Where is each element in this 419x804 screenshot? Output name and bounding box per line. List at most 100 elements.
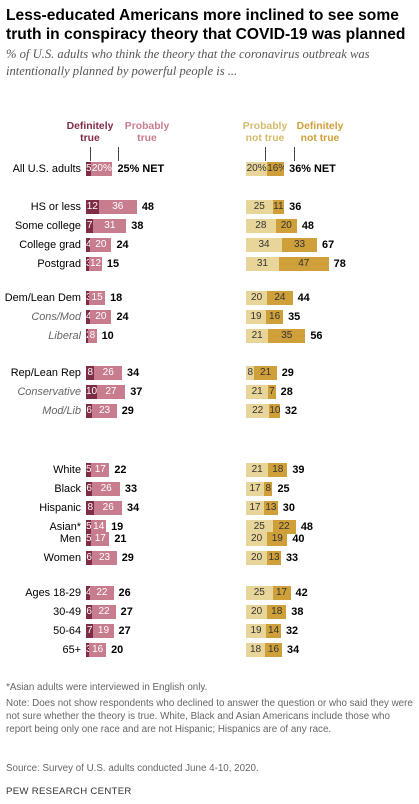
bar-probably-true: 19 — [93, 624, 114, 638]
bar-probably-not-true: 28 — [246, 219, 276, 233]
row-label: Conservative — [17, 386, 81, 398]
net-true-label: 24 — [116, 311, 129, 323]
bar-probably-not-true: 34 — [246, 238, 283, 252]
net-not-true-label: 30 — [282, 502, 295, 514]
bar-definitely-not-true: 7 — [268, 385, 276, 399]
net-not-true-label: 56 — [310, 330, 323, 342]
bar-probably-not-true: 18 — [246, 643, 266, 657]
bar-probably-not-true: 21 — [246, 385, 269, 399]
bar-probably-true: 20 — [90, 310, 112, 324]
bar-definitely-true: 6 — [86, 605, 93, 619]
bar-definitely-true: 4 — [86, 238, 91, 252]
bar-definitely-true: 7 — [86, 219, 94, 233]
footnote-source: Source: Survey of U.S. adults conducted … — [6, 763, 259, 774]
bar-definitely-not-true: 8 — [264, 482, 273, 496]
footnote-note: Note: Does not show respondents who decl… — [6, 698, 413, 735]
bar-definitely-true: 3 — [86, 643, 90, 657]
net-true-label: 29 — [121, 552, 134, 564]
bar-probably-true: 31 — [93, 219, 127, 233]
header-tick-definitely-not-true — [294, 147, 295, 161]
net-not-true-label: 25 — [277, 483, 290, 495]
bar-definitely-not-true: 17 — [272, 586, 291, 600]
net-not-true-label: 28 — [280, 386, 293, 398]
bar-probably-not-true: 19 — [246, 310, 267, 324]
bar-definitely-not-true: 33 — [282, 238, 317, 252]
net-not-true-label: 67 — [322, 239, 335, 251]
bar-definitely-not-true: 18 — [267, 605, 287, 619]
row-label: Mod/Lib — [42, 405, 81, 417]
net-not-true-label: 38 — [291, 606, 304, 618]
header-tick-probably-true — [118, 147, 119, 161]
net-true-label: 20 — [111, 644, 124, 656]
bar-probably-true: 16 — [89, 643, 107, 657]
bar-probably-true: 26 — [92, 482, 120, 496]
net-true-label: 34 — [127, 367, 140, 379]
net-not-true-label: 36% NET — [289, 163, 336, 175]
bar-probably-not-true: 8 — [246, 366, 255, 380]
header-tick-definitely-true — [90, 147, 91, 161]
bar-probably-not-true: 25 — [246, 586, 273, 600]
bar-definitely-true: 5% — [86, 162, 92, 176]
row-label: Dem/Lean Dem — [4, 292, 81, 304]
bar-definitely-not-true: 35 — [268, 329, 306, 343]
net-not-true-label: 35 — [288, 311, 301, 323]
bar-probably-true: 14 — [91, 520, 107, 534]
bar-definitely-true: 5 — [86, 463, 92, 477]
header-probably-not-true: Probably not true — [242, 121, 288, 144]
bar-probably-true: 20% — [91, 162, 113, 176]
bar-definitely-true: 6 — [86, 404, 93, 418]
bar-definitely-true: 2 — [86, 329, 89, 343]
row-label: 50-64 — [53, 625, 81, 637]
bar-definitely-not-true: 47 — [278, 257, 329, 271]
bar-probably-true: 15 — [89, 291, 106, 305]
net-not-true-label: 44 — [297, 292, 310, 304]
net-not-true-label: 78 — [333, 258, 346, 270]
net-true-label: 48 — [141, 201, 154, 213]
net-true-label: 22 — [114, 464, 127, 476]
bar-definitely-true: 3 — [86, 257, 90, 271]
bar-definitely-not-true: 24 — [267, 291, 293, 305]
net-true-label: 24 — [116, 239, 129, 251]
bar-definitely-not-true: 22 — [272, 520, 296, 534]
bar-probably-not-true: 25 — [246, 520, 273, 534]
row-label: Black — [54, 483, 81, 495]
bar-probably-true: 27 — [96, 385, 126, 399]
bar-probably-true: 17 — [91, 463, 110, 477]
row-label: Cons/Mod — [31, 311, 81, 323]
row-label: 65+ — [62, 644, 81, 656]
bar-probably-not-true: 20 — [246, 605, 268, 619]
row-label: Liberal — [48, 330, 81, 342]
bar-probably-not-true: 22 — [246, 404, 270, 418]
header-definitely-not-true: Definitely not true — [296, 121, 344, 144]
row-label: All U.S. adults — [12, 163, 81, 175]
bar-probably-not-true: 17 — [246, 501, 265, 515]
bar-definitely-true: 5 — [86, 520, 92, 534]
header-definitely-true: Definitely true — [66, 121, 114, 144]
bar-probably-not-true: 20 — [246, 532, 268, 546]
bar-definitely-true: 5 — [86, 532, 92, 546]
net-true-label: 38 — [131, 220, 144, 232]
net-not-true-label: 32 — [285, 625, 299, 637]
bar-definitely-true: 6 — [86, 551, 93, 565]
net-not-true-label: 34 — [287, 644, 300, 656]
bar-definitely-true: 4 — [86, 310, 91, 324]
bar-definitely-not-true: 11 — [272, 200, 285, 214]
bar-definitely-true: 8 — [86, 501, 95, 515]
bar-definitely-true: 8 — [86, 366, 95, 380]
bar-definitely-not-true: 16 — [266, 310, 284, 324]
bar-definitely-true: 4 — [86, 586, 91, 600]
row-label: Some college — [15, 220, 81, 232]
bar-definitely-not-true: 13 — [264, 501, 278, 515]
bar-probably-true: 22 — [90, 586, 114, 600]
bar-probably-true: 26 — [94, 366, 123, 380]
bar-definitely-not-true: 20 — [275, 219, 297, 233]
bar-probably-not-true: 19 — [246, 624, 267, 638]
net-not-true-label: 42 — [295, 587, 308, 599]
net-not-true-label: 33 — [285, 552, 299, 564]
chart-title: Less-educated Americans more inclined to… — [6, 7, 406, 43]
net-true-label: 29 — [121, 405, 134, 417]
net-not-true-label: 36 — [289, 201, 302, 213]
net-true-label: 25% NET — [117, 163, 165, 175]
row-label: Asian* — [49, 521, 81, 533]
